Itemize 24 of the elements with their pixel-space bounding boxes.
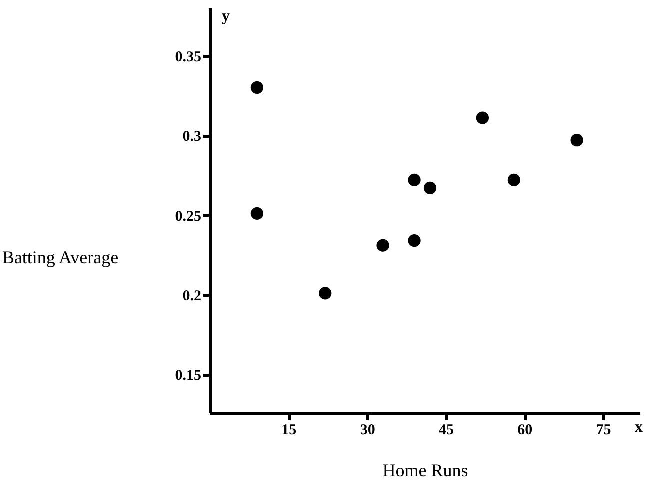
annotation: y	[222, 8, 230, 25]
point	[319, 287, 332, 300]
text: x	[635, 419, 643, 436]
point	[408, 174, 421, 187]
point	[508, 174, 520, 187]
x-tick-label: 15	[282, 422, 297, 438]
point	[376, 239, 390, 252]
y-axis-title: Batting Average	[2, 248, 119, 268]
y-tick-label: 0.3	[182, 129, 202, 146]
point	[250, 81, 264, 94]
y-tick-label: 0.15	[175, 368, 202, 384]
x-axis-title: Home Runs	[382, 460, 468, 480]
x-tick-label: 45	[438, 422, 454, 438]
point	[476, 112, 490, 124]
x-tick-label: 60	[518, 422, 533, 438]
x-tick-label: 30	[360, 422, 376, 438]
y-tick-label: 0.35	[175, 49, 202, 66]
point	[250, 207, 264, 220]
y-tick-label: 0.2	[182, 288, 202, 305]
point	[424, 182, 437, 194]
x-tick-label: 75	[596, 422, 612, 438]
point	[570, 134, 584, 147]
y-tick-label: 0.25	[175, 208, 202, 225]
point	[408, 234, 421, 248]
